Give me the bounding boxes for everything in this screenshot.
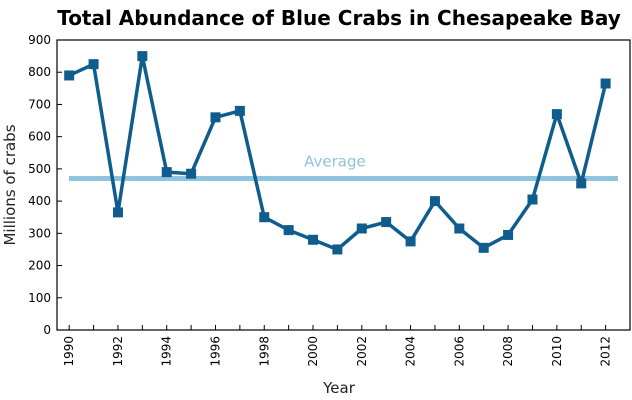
x-tick-label: 2004 bbox=[404, 336, 418, 367]
data-point bbox=[137, 51, 148, 62]
data-point bbox=[308, 234, 319, 245]
data-point bbox=[259, 212, 270, 223]
x-tick-label: 1996 bbox=[208, 336, 222, 367]
data-point bbox=[283, 225, 294, 236]
data-point bbox=[551, 109, 562, 120]
data-point bbox=[381, 217, 392, 228]
data-point bbox=[210, 112, 221, 123]
x-tick-label: 2002 bbox=[355, 336, 369, 367]
data-point bbox=[429, 196, 440, 207]
data-point bbox=[454, 223, 465, 234]
data-point bbox=[234, 105, 245, 116]
x-tick-label: 2006 bbox=[452, 336, 466, 367]
data-point bbox=[527, 194, 538, 205]
y-axis-label: Millions of crabs bbox=[1, 124, 19, 245]
x-tick-label: 1994 bbox=[160, 336, 174, 367]
x-tick-label: 2008 bbox=[501, 336, 515, 367]
y-tick-label: 200 bbox=[28, 259, 51, 273]
y-tick-label: 0 bbox=[43, 323, 51, 337]
data-point bbox=[161, 167, 172, 178]
data-point bbox=[356, 223, 367, 234]
plot-frame bbox=[56, 39, 631, 331]
x-tick-label: 1990 bbox=[62, 336, 76, 367]
y-tick-label: 100 bbox=[28, 291, 51, 305]
chart-title: Total Abundance of Blue Crabs in Chesape… bbox=[57, 6, 621, 30]
data-point bbox=[478, 242, 489, 253]
x-tick-label: 2000 bbox=[306, 336, 320, 367]
average-label: Average bbox=[304, 153, 366, 171]
data-point bbox=[600, 78, 611, 89]
x-tick-label: 1998 bbox=[257, 336, 271, 367]
y-tick-label: 800 bbox=[28, 65, 51, 79]
data-point bbox=[332, 244, 343, 255]
data-point bbox=[503, 229, 514, 240]
data-point bbox=[64, 70, 75, 81]
data-point bbox=[405, 236, 416, 247]
x-axis-label: Year bbox=[322, 379, 356, 397]
y-tick-label: 300 bbox=[28, 226, 51, 240]
y-tick-label: 400 bbox=[28, 194, 51, 208]
x-tick-label: 2010 bbox=[550, 336, 564, 367]
y-tick-label: 700 bbox=[28, 97, 51, 111]
data-point bbox=[576, 178, 587, 189]
data-point bbox=[112, 207, 123, 218]
x-tick-label: 2012 bbox=[599, 336, 613, 367]
y-tick-label: 900 bbox=[28, 33, 51, 47]
y-tick-label: 500 bbox=[28, 162, 51, 176]
x-tick-label: 1992 bbox=[111, 336, 125, 367]
y-tick-label: 600 bbox=[28, 130, 51, 144]
data-point bbox=[186, 168, 197, 179]
data-point bbox=[88, 59, 99, 70]
